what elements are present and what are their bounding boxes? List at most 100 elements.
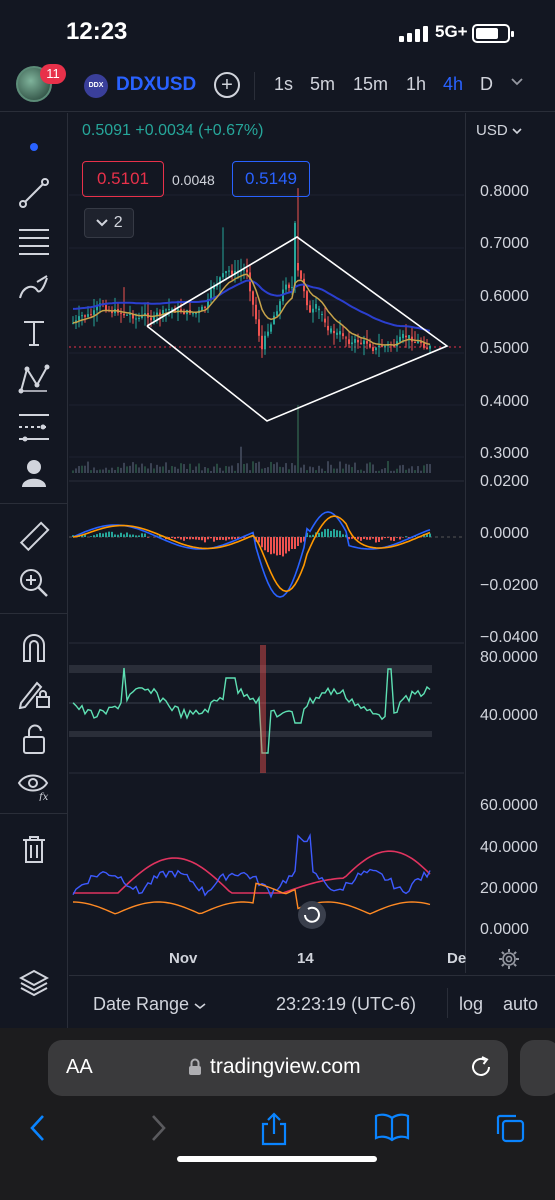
volume-bar — [234, 470, 236, 473]
macd-histogram-bar — [189, 537, 191, 540]
timeframe-d[interactable]: D — [480, 74, 493, 94]
macd-histogram-bar — [222, 537, 224, 540]
volume-bar — [297, 405, 299, 473]
auto-scale-button[interactable]: auto — [503, 994, 539, 1014]
buy-price-button[interactable]: 0.5149 — [232, 161, 310, 197]
zoom-in-icon[interactable] — [14, 565, 54, 601]
magnet-icon[interactable] — [14, 629, 54, 665]
timezone-clock[interactable]: 23:23:19 (UTC-6) — [276, 994, 417, 1014]
macd-histogram-bar — [351, 537, 353, 539]
macd-histogram-bar — [198, 537, 200, 540]
volume-bar — [72, 470, 74, 473]
eye-fx-icon[interactable]: fx — [14, 767, 54, 803]
macd-histogram-bar — [360, 537, 362, 541]
chart-canvas[interactable] — [69, 113, 464, 973]
replay-button — [298, 901, 326, 929]
volume-bar — [165, 462, 167, 473]
volume-bar — [237, 463, 239, 473]
macd-histogram-bar — [123, 534, 125, 537]
timeframe-1s[interactable]: 1s — [274, 74, 294, 94]
time-axis[interactable]: Nov 14 De — [69, 944, 466, 974]
volume-bar — [249, 470, 251, 473]
forward-icon[interactable] — [146, 1112, 170, 1144]
candle-body — [294, 222, 296, 288]
prediction-tool-icon[interactable] — [14, 409, 54, 445]
volume-bar — [354, 462, 356, 473]
text-tool-icon[interactable] — [14, 315, 54, 351]
cursor-dot-icon[interactable] — [14, 129, 54, 165]
lock-icon[interactable] — [14, 721, 54, 757]
back-icon[interactable] — [26, 1112, 50, 1144]
volume-bar — [390, 470, 392, 473]
timeframe-15m[interactable]: 15m — [353, 74, 389, 94]
timeframe-1h[interactable]: 1h — [406, 74, 427, 94]
timeframe-5m[interactable]: 5m — [310, 74, 336, 94]
candle-body — [105, 305, 107, 310]
sell-price-button[interactable]: 0.5101 — [82, 161, 164, 197]
ruler-icon[interactable] — [14, 519, 54, 555]
volume-bar — [93, 467, 95, 473]
log-scale-button[interactable]: log — [459, 994, 484, 1014]
candle-body — [171, 308, 173, 310]
volume-bar — [291, 463, 293, 473]
next-tab-preview[interactable] — [520, 1040, 555, 1096]
layers-icon[interactable] — [14, 965, 54, 1001]
share-icon[interactable] — [259, 1112, 289, 1146]
gear-icon[interactable] — [498, 948, 520, 970]
person-icon[interactable] — [14, 455, 54, 491]
macd-histogram-bar — [192, 537, 194, 540]
currency-selector[interactable]: USD — [476, 122, 522, 139]
volume-bar — [78, 466, 80, 473]
candle-body — [111, 310, 113, 314]
price-scale[interactable]: 0.8000 0.7000 0.6000 0.5000 0.4000 0.300… — [465, 113, 555, 973]
volume-bar — [132, 462, 134, 473]
rsi-tick: 40.0000 — [480, 707, 538, 724]
compare-symbol-button[interactable]: + — [214, 72, 240, 98]
candle-body — [336, 332, 338, 335]
candle-body — [72, 322, 74, 324]
top-toolbar: 11 DDX DDXUSD + 1s 5m 15m 1h 4h D — [0, 62, 555, 112]
macd-histogram-bar — [270, 537, 272, 555]
notification-badge[interactable]: 11 — [40, 64, 66, 84]
candle-body — [162, 310, 164, 315]
candle-body — [261, 335, 263, 350]
macd-histogram-bar — [231, 537, 233, 540]
symbol-logo-icon[interactable]: DDX — [84, 74, 108, 98]
tabs-icon[interactable] — [494, 1112, 526, 1144]
macd-histogram-bar — [210, 537, 212, 539]
macd-histogram-bar — [84, 534, 86, 537]
volume-bar — [405, 469, 407, 473]
candle-body — [138, 317, 140, 319]
trend-line-icon[interactable] — [14, 175, 54, 211]
text-size-button[interactable]: AA — [66, 1056, 93, 1078]
address-bar[interactable]: AA tradingview.com — [48, 1040, 508, 1096]
volume-bar — [279, 466, 281, 473]
volume-bar — [90, 470, 92, 473]
fib-retracement-icon[interactable] — [14, 223, 54, 259]
macd-histogram-bar — [396, 537, 398, 538]
timeframe-4h[interactable]: 4h — [443, 74, 464, 94]
chart-svg[interactable] — [69, 113, 464, 973]
chevron-down-icon[interactable] — [510, 74, 524, 88]
candle-body — [306, 291, 308, 306]
candle-body — [81, 315, 83, 317]
macd-histogram-bar — [333, 529, 335, 537]
brush-icon[interactable] — [14, 269, 54, 305]
bookmarks-icon[interactable] — [374, 1112, 410, 1142]
pattern-diamond — [146, 236, 449, 422]
spread-value: 0.0048 — [172, 172, 215, 188]
macd-histogram-bar — [243, 537, 245, 539]
volume-bar — [213, 466, 215, 473]
symbol-search-button[interactable]: DDXUSD — [116, 74, 197, 95]
reload-icon[interactable] — [468, 1054, 494, 1080]
volume-bar — [192, 469, 194, 473]
lock-drawing-icon[interactable] — [14, 675, 54, 711]
indicators-collapse-button[interactable]: 2 — [84, 208, 134, 238]
volume-bar — [177, 468, 179, 473]
volume-bar — [81, 465, 83, 473]
volume-bar — [384, 468, 386, 473]
date-range-button[interactable]: Date Range — [93, 994, 206, 1015]
trash-icon[interactable] — [14, 831, 54, 867]
candle-body — [399, 336, 401, 342]
pattern-tool-icon[interactable] — [14, 361, 54, 397]
